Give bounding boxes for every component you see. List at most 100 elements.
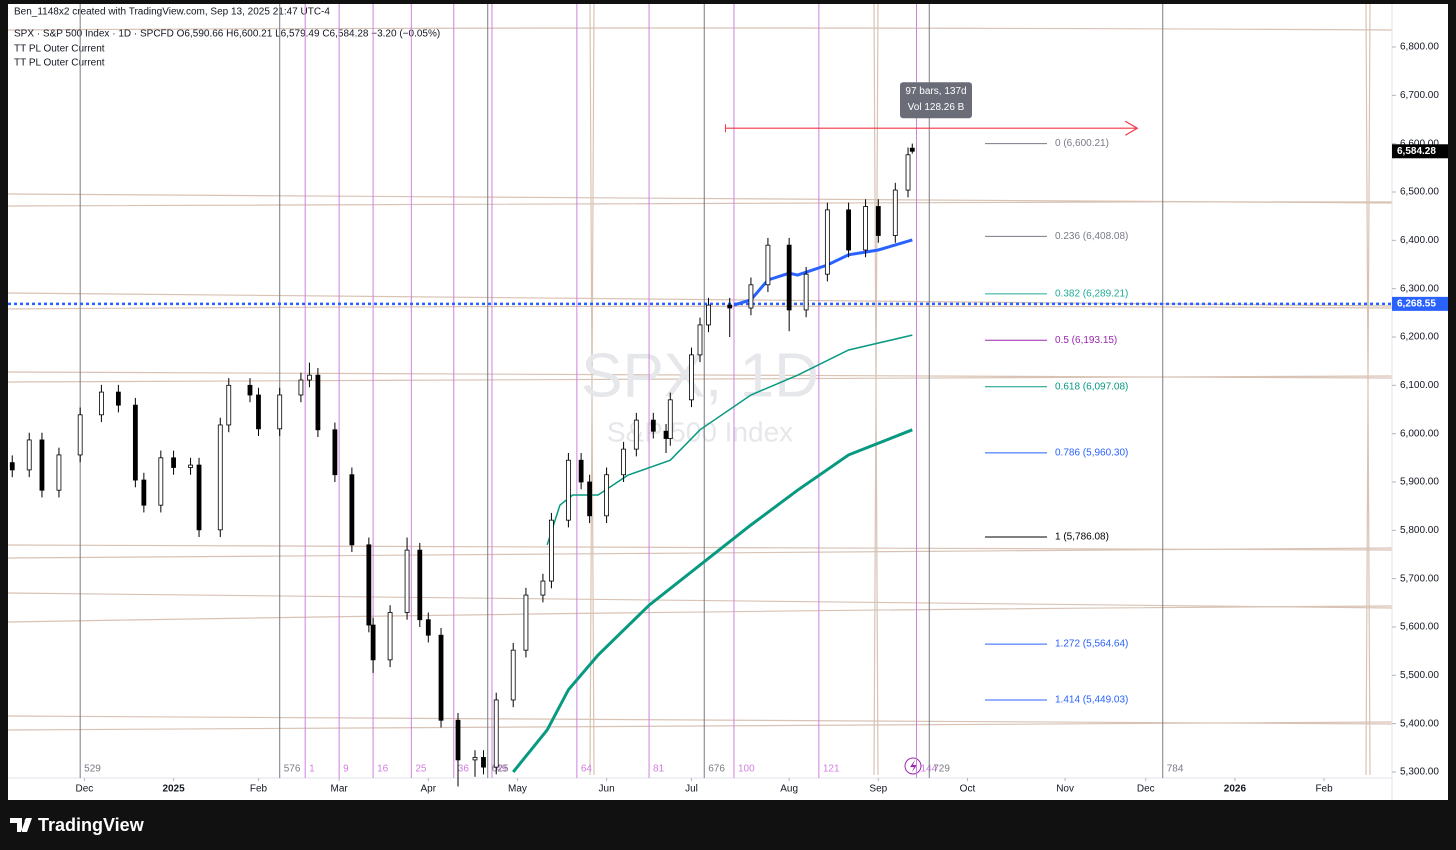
candle-body (349, 474, 355, 546)
candle-body (621, 448, 626, 476)
candle-body (115, 391, 121, 406)
candle-body (765, 244, 771, 286)
symbol-title: SPX · S&P 500 Index · 1D · SPCFD O6,590.… (14, 29, 440, 40)
candle-body (387, 612, 393, 661)
cycle-label: 81 (653, 764, 665, 775)
x-tick-label: Sep (869, 784, 887, 795)
candle-body (188, 464, 193, 468)
candle-body (523, 594, 529, 651)
cycle-label: 729 (933, 764, 950, 775)
candle-body (26, 439, 32, 471)
fib-label: 0.618 (6,097.08) (1055, 381, 1128, 392)
candle-body (226, 384, 232, 426)
x-tick-label: Feb (250, 784, 268, 795)
candle-body (803, 273, 809, 311)
y-tick-label: 6,100.00 (1400, 380, 1439, 391)
candle-body (455, 719, 461, 761)
brand: TradingView (38, 815, 145, 835)
cycle-label: 1 (309, 764, 315, 775)
last-price-label: 6,584.28 (1397, 146, 1436, 157)
fib-label: 0.236 (6,408.08) (1055, 231, 1128, 242)
x-tick-label: Nov (1056, 784, 1074, 795)
candle-body (727, 304, 733, 309)
y-tick-label: 6,700.00 (1400, 90, 1439, 101)
cycle-label: 9 (343, 764, 349, 775)
candle-body (132, 404, 138, 481)
cycle-label: 16 (377, 764, 389, 775)
x-tick-label: 2026 (1224, 784, 1247, 795)
indicator-name: TT PL Outer Current (14, 44, 105, 55)
cycle-label: 100 (738, 764, 755, 775)
candle-body (481, 757, 486, 768)
cycle-label: 676 (708, 764, 725, 775)
y-tick-label: 5,300.00 (1400, 767, 1439, 778)
candle-body (158, 457, 164, 506)
candle-body (875, 206, 881, 236)
candle-body (909, 147, 915, 152)
candle-body (256, 394, 261, 430)
candle-body (332, 429, 338, 476)
plot-background (8, 4, 1448, 800)
candle-body (77, 414, 83, 456)
indicator-name: TT PL Outer Current (14, 58, 105, 69)
candle-body (863, 206, 868, 251)
price-line-tag (1392, 296, 1448, 311)
candle-body (748, 284, 754, 309)
indicator-levels (7, 3, 1393, 776)
fib-label: 1.272 (5,564.64) (1055, 639, 1128, 650)
candle-body (578, 459, 584, 483)
fib-label: 0.382 (6,289.21) (1055, 289, 1128, 300)
candle-body (697, 324, 703, 356)
fib-label: 0.786 (5,960.30) (1055, 447, 1128, 458)
plot: 1916253649648110012114452957662567672978… (8, 4, 1392, 787)
cycle-label: 121 (823, 764, 840, 775)
x-tick-label: May (508, 784, 527, 795)
candle-body (663, 430, 669, 439)
cycle-label: 64 (581, 764, 593, 775)
candle-body (171, 457, 176, 468)
candle-body (565, 459, 571, 521)
cycle-label: 25 (415, 764, 427, 775)
candle-body (905, 154, 911, 191)
cycle-label: 36 (458, 764, 470, 775)
candle-body (307, 374, 312, 381)
cycle-label: 49 (496, 764, 508, 775)
alert-icon (904, 757, 922, 775)
candle-body (217, 424, 223, 531)
candle-body (472, 757, 478, 761)
moving-average (512, 428, 913, 773)
candle-body (298, 379, 304, 396)
candle-body (39, 439, 45, 491)
candle-body (667, 399, 673, 439)
candle-body (510, 649, 516, 701)
x-tick-label: Mar (331, 784, 349, 795)
price-line-label: 6,268.55 (1397, 299, 1436, 310)
candle-body (277, 394, 283, 430)
candle-body (98, 391, 104, 416)
y-tick-label: 6,300.00 (1400, 283, 1439, 294)
x-tick-label: Dec (1137, 784, 1155, 795)
candle-body (366, 544, 372, 626)
candle-body (846, 209, 851, 251)
candle-body (892, 189, 898, 236)
candle-body (404, 549, 410, 613)
x-tick-label: Oct (960, 784, 976, 795)
candle-body (438, 634, 444, 721)
measure-arrowhead (1124, 120, 1139, 136)
candle-body (315, 374, 321, 431)
x-tick-label: 2025 (162, 784, 185, 795)
y-tick-label: 5,700.00 (1400, 573, 1439, 584)
candle-body (56, 454, 62, 491)
candle-body (540, 580, 546, 596)
cycle-label: 625 (492, 764, 509, 775)
candle-body (549, 519, 554, 582)
x-tick-label: Dec (76, 784, 94, 795)
y-tick-label: 5,600.00 (1400, 622, 1439, 633)
fib-label: 0 (6,600.21) (1055, 138, 1109, 149)
measure-tooltip-text: Vol 128.26 B (908, 102, 965, 113)
candle-body (786, 244, 792, 311)
fib-label: 1 (5,786.08) (1055, 532, 1109, 543)
candle-body (247, 384, 253, 396)
